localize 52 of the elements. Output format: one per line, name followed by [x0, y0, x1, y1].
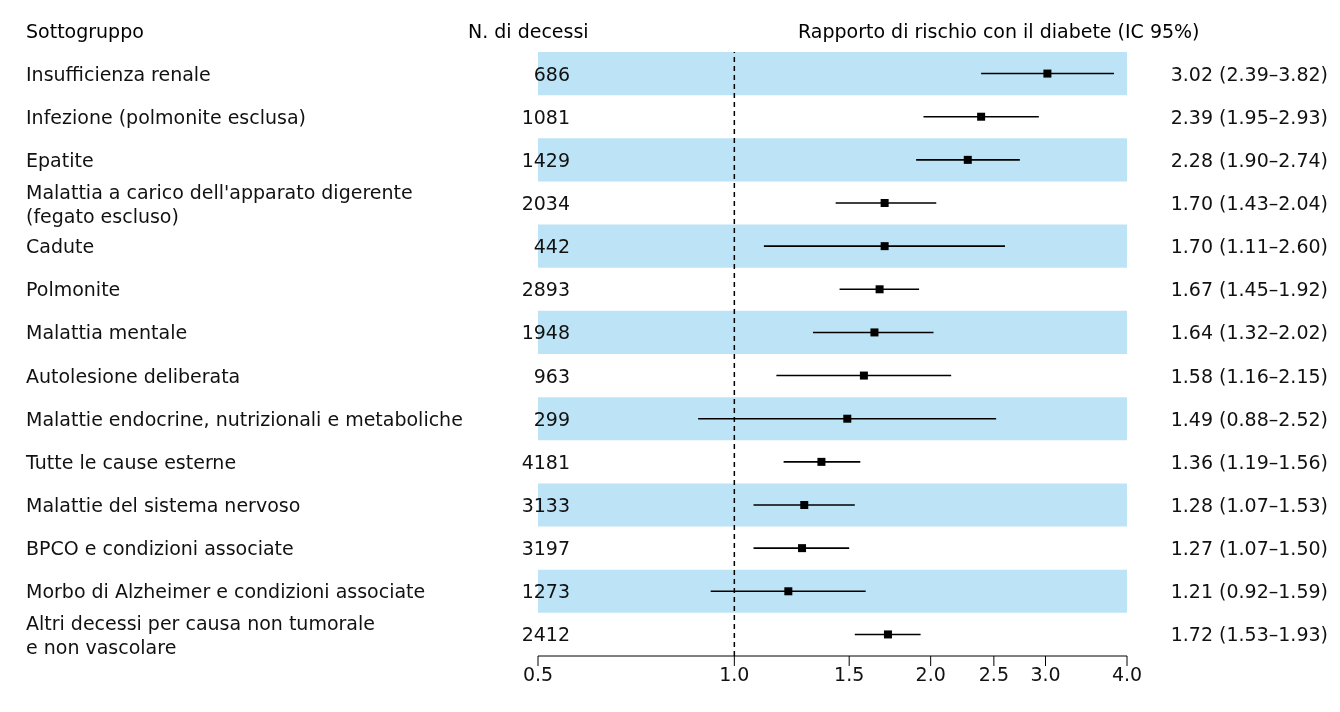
- x-tick-label: 0.5: [522, 663, 554, 686]
- y-tick-label: Altri decessi per causa non tumorale e non vascolare: [26, 612, 375, 659]
- y-tick-label: Cadute: [26, 235, 95, 258]
- y-tick-label: BPCO e condizioni associate: [26, 537, 294, 560]
- x-tick-label: 2.0: [915, 663, 946, 686]
- y-tick-label: Morbo di Alzheimer e condizioni associate: [26, 580, 426, 603]
- data-label: 1.36 (1.19–1.56): [1170, 450, 1328, 473]
- y-tick-label: Malattie endocrine, nutrizionali e metaboliche: [26, 407, 463, 430]
- annotation: 1948: [521, 321, 570, 344]
- data-label: 2.39 (1.95–2.93): [1170, 105, 1328, 128]
- y-tick-label: Insufficienza renale: [26, 62, 211, 85]
- y-tick-label: Autolesione deliberata: [26, 364, 241, 387]
- x-tick-label: 4.0: [1111, 663, 1143, 686]
- data-label: 1.49 (0.88–2.52): [1170, 407, 1328, 430]
- data-label: 1.70 (1.43–2.04): [1170, 192, 1328, 214]
- data-label: 1.27 (1.07–1.50): [1170, 537, 1328, 560]
- data-label: 1.21 (0.92–1.59): [1170, 580, 1328, 603]
- data-label: 1.28 (1.07–1.53): [1170, 494, 1328, 516]
- annotation: 963: [533, 364, 570, 387]
- y-tick-label: Polmonite: [26, 278, 121, 301]
- annotation: 1081: [521, 105, 570, 128]
- x-tick-label: 3.0: [1030, 663, 1061, 686]
- x-axis-title: Rapporto di rischio con il diabete (IC 95%): [798, 20, 1200, 42]
- data-label: 1.72 (1.53–1.93): [1170, 623, 1328, 646]
- annotation: 442: [533, 235, 570, 258]
- annotation: 3133: [521, 494, 570, 516]
- y-tick-label: Malattia mentale: [26, 321, 188, 344]
- y-tick-label: Epatite: [26, 148, 94, 171]
- y-tick-label: Malattia a carico dell'apparato digerente (fegato escluso): [26, 181, 413, 227]
- annotation: 686: [533, 62, 570, 85]
- data-label: 1.58 (1.16–2.15): [1170, 364, 1328, 387]
- annotation: 2893: [521, 278, 570, 301]
- data-label: 1.64 (1.32–2.02): [1170, 321, 1328, 344]
- y-tick-label: Infezione (polmonite esclusa): [26, 105, 306, 128]
- annotation: 4181: [521, 450, 570, 473]
- data-label: 2.28 (1.90–2.74): [1170, 148, 1328, 171]
- y-tick-label: Tutte le cause esterne: [25, 450, 237, 473]
- annotation: 2034: [521, 192, 570, 214]
- annotation: 299: [533, 407, 570, 430]
- data-label: 1.70 (1.11–2.60): [1170, 235, 1328, 258]
- annotation: 1429: [521, 148, 570, 171]
- annotation: 1273: [521, 580, 570, 603]
- x-tick-label: 2.5: [978, 663, 1009, 686]
- x-tick-label: 1.0: [719, 663, 750, 686]
- text: N. di decessi: [468, 20, 589, 42]
- data-label: 3.02 (2.39–3.82): [1170, 62, 1328, 85]
- annotation: 3197: [521, 537, 570, 560]
- x-tick-label: 1.5: [834, 663, 865, 686]
- data-label: 1.67 (1.45–1.92): [1170, 278, 1328, 301]
- annotation: 2412: [521, 623, 570, 646]
- y-axis-title: Sottogruppo: [26, 20, 144, 42]
- y-tick-label: Malattie del sistema nervoso: [26, 494, 301, 516]
